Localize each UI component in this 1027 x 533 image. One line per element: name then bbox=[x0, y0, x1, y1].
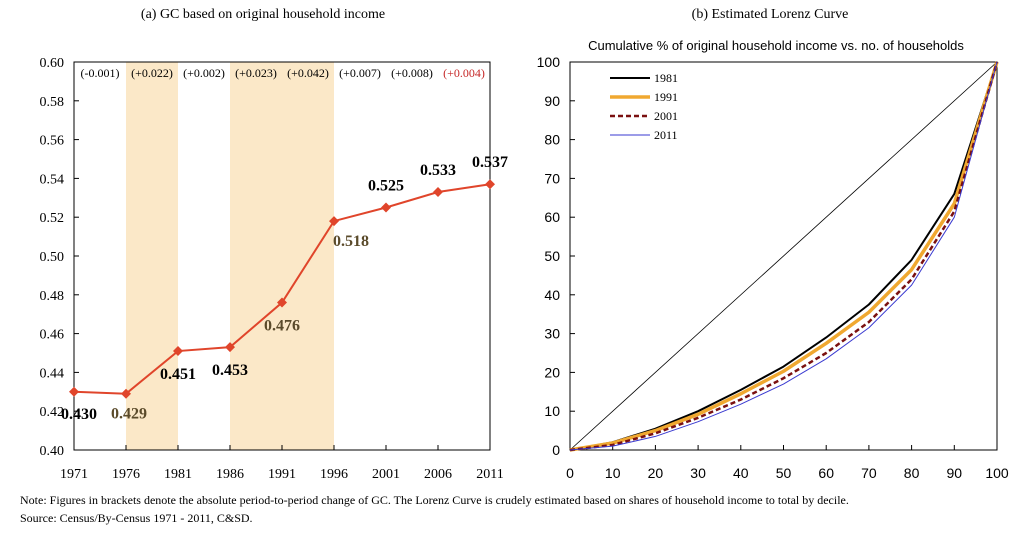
y-tick-label-a: 0.58 bbox=[40, 95, 65, 110]
shaded-period-1 bbox=[230, 62, 334, 450]
x-tick-label-b: 50 bbox=[776, 465, 792, 481]
gini-point bbox=[225, 342, 235, 353]
x-tick-label-b: 90 bbox=[947, 465, 963, 481]
gini-data-label: 0.518 bbox=[333, 233, 369, 250]
gini-data-label: 0.451 bbox=[160, 366, 196, 383]
y-tick-label-a: 0.60 bbox=[40, 56, 65, 71]
x-tick-label-a: 1996 bbox=[320, 467, 348, 482]
y-tick-label-a: 0.42 bbox=[40, 405, 65, 420]
gini-point bbox=[381, 202, 391, 213]
source-text: Source: Census/By-Census 1971 - 2011, C&… bbox=[20, 511, 253, 525]
x-tick-label-a: 1991 bbox=[268, 467, 296, 482]
x-tick-label-a: 1986 bbox=[216, 467, 244, 482]
x-tick-label-b: 70 bbox=[861, 465, 877, 481]
y-tick-label-a: 0.54 bbox=[40, 172, 65, 187]
period-change-label: (+0.007) bbox=[339, 66, 381, 80]
gini-point bbox=[69, 386, 79, 397]
gini-point bbox=[277, 297, 287, 308]
period-change-label: (+0.002) bbox=[183, 66, 225, 80]
y-tick-label-b: 80 bbox=[544, 132, 560, 148]
gini-point bbox=[485, 179, 495, 190]
chart-b-plot: 0 10 20 30 40 50 60 70 80 90 100 0 10 20 30 40 50 60 70 80 9… bbox=[537, 54, 1009, 481]
gini-data-label: 0.430 bbox=[61, 406, 97, 423]
legend-label-1981: 1981 bbox=[654, 71, 678, 85]
gini-data-label: 0.525 bbox=[368, 178, 404, 195]
legend-label-2011: 2011 bbox=[654, 128, 678, 142]
x-tick-label-b: 40 bbox=[733, 465, 749, 481]
y-tick-label-b: 70 bbox=[544, 170, 560, 186]
gini-point bbox=[433, 186, 443, 197]
legend-label-2001: 2001 bbox=[654, 109, 678, 123]
y-tick-label-b: 100 bbox=[537, 54, 561, 70]
gini-data-label: 0.453 bbox=[212, 362, 248, 379]
x-tick-label-b: 80 bbox=[904, 465, 920, 481]
x-tick-label-b: 30 bbox=[690, 465, 706, 481]
y-tick-label-b: 90 bbox=[544, 93, 560, 109]
lorenz-series-2011 bbox=[569, 61, 998, 451]
y-tick-label-b: 0 bbox=[552, 442, 560, 458]
lorenz-series-2001 bbox=[569, 61, 999, 452]
lorenz-series-1991 bbox=[569, 61, 999, 452]
y-tick-label-b: 40 bbox=[544, 287, 560, 303]
x-tick-label-b: 20 bbox=[648, 465, 664, 481]
legend-label-1991: 1991 bbox=[654, 90, 678, 104]
y-tick-label-b: 10 bbox=[544, 403, 560, 419]
y-tick-label-b: 50 bbox=[544, 248, 560, 264]
x-tick-label-a: 1981 bbox=[164, 467, 192, 482]
gini-point bbox=[173, 346, 183, 357]
y-tick-label-a: 0.56 bbox=[40, 134, 65, 149]
x-tick-label-b: 100 bbox=[985, 465, 1009, 481]
y-tick-label-a: 0.50 bbox=[40, 250, 65, 265]
y-tick-label-a: 0.52 bbox=[40, 211, 65, 226]
x-tick-label-b: 10 bbox=[605, 465, 621, 481]
period-change-label: (+0.023) bbox=[235, 66, 277, 80]
x-tick-label-a: 2011 bbox=[476, 467, 503, 482]
gini-point bbox=[121, 388, 131, 399]
period-change-label: (+0.022) bbox=[131, 66, 173, 80]
y-tick-label-a: 0.44 bbox=[40, 366, 65, 381]
x-tick-label-a: 2001 bbox=[372, 467, 400, 482]
shaded-period-0 bbox=[126, 62, 178, 450]
period-change-label: (-0.001) bbox=[81, 66, 120, 80]
period-change-label: (+0.008) bbox=[391, 66, 433, 80]
y-tick-label-b: 30 bbox=[544, 326, 560, 342]
gini-data-label: 0.429 bbox=[111, 406, 147, 423]
y-tick-label-b: 60 bbox=[544, 209, 560, 225]
chart-b-title: (b) Estimated Lorenz Curve bbox=[692, 7, 849, 22]
gini-data-label: 0.537 bbox=[472, 154, 508, 171]
y-tick-label-a: 0.46 bbox=[40, 328, 65, 343]
gini-point bbox=[329, 216, 339, 227]
chart-b-subtitle: Cumulative % of original household incom… bbox=[588, 38, 964, 53]
note-text: Note: Figures in brackets denote the abs… bbox=[20, 493, 849, 507]
x-tick-label-a: 2006 bbox=[424, 467, 452, 482]
x-tick-label-b: 0 bbox=[566, 465, 574, 481]
period-change-label: (+0.042) bbox=[287, 66, 329, 80]
x-tick-label-a: 1976 bbox=[112, 467, 140, 482]
y-tick-label-b: 20 bbox=[544, 364, 560, 380]
gini-data-label: 0.533 bbox=[420, 162, 456, 179]
chart-a-plot: 0.40 0.42 0.44 0.46 0.48 0.50 0.52 0.54 0.56 0.58… bbox=[40, 56, 509, 482]
period-change-label: (+0.004) bbox=[443, 66, 485, 80]
equality-line bbox=[569, 61, 998, 451]
x-tick-label-b: 60 bbox=[818, 465, 834, 481]
y-tick-label-a: 0.48 bbox=[40, 289, 65, 304]
y-tick-label-a: 0.40 bbox=[40, 444, 65, 459]
gini-data-label: 0.476 bbox=[264, 318, 300, 335]
x-tick-label-a: 1971 bbox=[60, 467, 88, 482]
chart-a-title: (a) GC based on original household incom… bbox=[141, 7, 385, 22]
